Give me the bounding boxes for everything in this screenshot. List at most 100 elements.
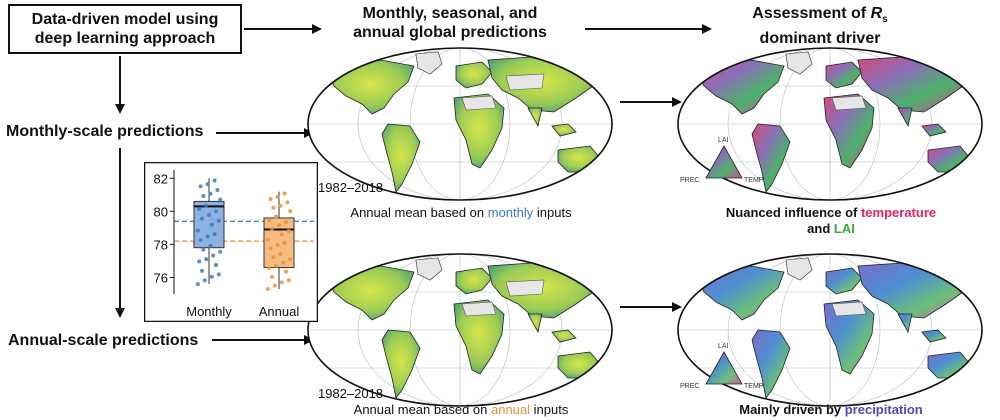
point-annual-21 (282, 191, 287, 196)
caption-annual-pre: Annual mean based on (353, 402, 491, 417)
header-predictions: Monthly, seasonal, and annual global pre… (330, 4, 570, 42)
caption-monthly-highlight: monthly (487, 205, 534, 220)
caption-driver-bottom-pre: Mainly driven by (739, 402, 845, 417)
point-annual-23 (267, 266, 272, 271)
point-annual-8 (275, 194, 280, 199)
point-monthly-25 (205, 234, 210, 239)
point-monthly-24 (201, 193, 206, 198)
point-monthly-9 (209, 222, 214, 227)
x-label-monthly: Monthly (186, 304, 232, 319)
ternary-legend-annual: LAI PREC TEMP (680, 343, 764, 390)
caption-monthly-post: inputs (533, 205, 572, 220)
point-annual-0 (265, 287, 270, 292)
point-monthly-1 (200, 216, 204, 221)
point-annual-9 (279, 232, 284, 237)
legend-left-label: PREC (680, 177, 699, 184)
point-monthly-8 (205, 182, 210, 187)
point-annual-28 (288, 257, 293, 262)
point-annual-7 (271, 255, 276, 260)
header-assessment-line1: Assessment of (752, 5, 871, 22)
point-annual-24 (271, 205, 276, 210)
point-annual-15 (281, 260, 286, 265)
caption-driver-top-temperature: temperature (860, 205, 937, 220)
point-monthly-0 (195, 282, 200, 287)
x-label-annual: Annual (259, 304, 300, 319)
point-annual-18 (270, 274, 274, 279)
caption-driver-top: Nuanced influence of temperature and LAI (676, 205, 986, 237)
model-box-line1: Data-driven model using (31, 11, 219, 28)
point-monthly-10 (214, 262, 218, 267)
legend-right-label-annual: TEMP (744, 383, 764, 390)
caption-annual-post: inputs (530, 402, 569, 417)
ternary-legend: LAI PREC TEMP (680, 137, 764, 184)
caption-driver-top-mid: and (807, 221, 834, 236)
point-annual-25 (275, 243, 280, 248)
point-monthly-22 (216, 218, 221, 223)
map-driver-annual: LAI PREC TEMP (677, 253, 983, 407)
legend-right-label: TEMP (744, 177, 764, 184)
point-annual-26 (279, 280, 284, 285)
caption-driver-top-lai: LAI (833, 221, 855, 236)
header-assessment-line2: dominant driver (759, 30, 881, 48)
point-monthly-4 (212, 232, 217, 237)
model-box-line2: deep learning approach (34, 30, 216, 47)
caption-driver-bottom: Mainly driven by precipitation (676, 402, 986, 417)
map-monthly-predictions: 1982–2018 (307, 47, 613, 201)
rs-symbol: R (870, 5, 883, 22)
point-monthly-18 (200, 268, 204, 273)
legend-left-label-annual: PREC (680, 383, 699, 390)
point-monthly-21 (212, 178, 217, 183)
point-annual-19 (274, 214, 279, 219)
legend-top-label-annual: LAI (718, 343, 729, 350)
point-annual-14 (277, 223, 281, 228)
point-monthly-14 (207, 213, 211, 218)
map-driver-monthly: LAI PREC TEMP (677, 47, 983, 201)
caption-monthly-pre: Annual mean based on (350, 205, 488, 220)
point-monthly-15 (211, 253, 216, 258)
map-year-label-annual: 1982–2018 (318, 386, 383, 401)
point-annual-11 (288, 209, 293, 214)
header-predictions-line1: Monthly, seasonal, and (362, 5, 538, 22)
point-annual-5 (286, 278, 291, 283)
point-annual-16 (285, 200, 290, 205)
monthly-scale-label: Monthly-scale predictions (6, 123, 204, 140)
point-annual-13 (272, 283, 277, 288)
legend-top-label: LAI (718, 137, 729, 144)
point-annual-3 (278, 203, 283, 208)
y-tick-label-0: 76 (154, 270, 168, 285)
point-monthly-20 (208, 243, 213, 248)
point-monthly-3 (208, 191, 213, 196)
point-monthly-19 (204, 203, 209, 208)
rs-subscript: s (882, 14, 888, 26)
header-predictions-line2: annual global predictions (353, 24, 547, 41)
point-monthly-7 (201, 247, 206, 252)
model-box: Data-driven model using deep learning app… (8, 4, 242, 54)
point-annual-2 (274, 264, 279, 269)
point-monthly-28 (218, 249, 223, 254)
point-monthly-11 (218, 197, 223, 202)
map-year-label: 1982–2018 (318, 180, 383, 195)
point-annual-6 (267, 217, 272, 222)
map-annual-predictions: 1982–2018 (307, 253, 613, 407)
point-monthly-23 (197, 259, 202, 264)
point-monthly-26 (209, 274, 214, 279)
caption-monthly: Annual mean based on monthly inputs (306, 205, 616, 220)
point-monthly-16 (215, 188, 220, 193)
boxplot-chart: 76 78 80 82 Monthly Annual (144, 162, 318, 322)
point-monthly-5 (216, 272, 221, 277)
boxplot-x-axis: Monthly Annual (186, 304, 299, 319)
point-monthly-17 (195, 228, 200, 233)
point-monthly-13 (202, 278, 207, 283)
point-monthly-12 (198, 238, 203, 243)
point-monthly-29 (198, 184, 203, 189)
point-monthly-6 (197, 207, 202, 212)
point-monthly-27 (214, 209, 218, 214)
boxplot-plot-area (174, 178, 314, 292)
caption-annual: Annual mean based on annual inputs (306, 402, 616, 417)
y-tick-label-2: 80 (154, 204, 168, 219)
y-tick-label-3: 82 (154, 171, 168, 186)
caption-driver-bottom-highlight: precipitation (844, 402, 923, 417)
caption-annual-highlight: annual (490, 402, 531, 417)
caption-driver-top-pre: Nuanced influence of (725, 205, 861, 220)
